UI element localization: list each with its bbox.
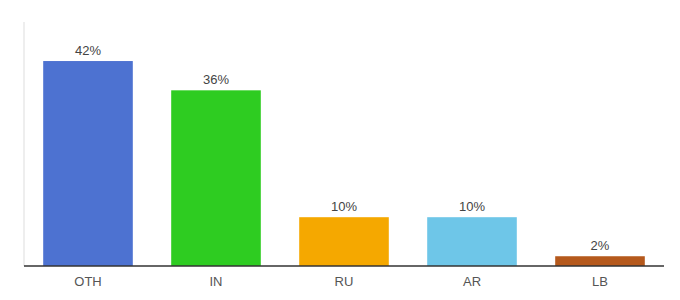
x-tick-label: LB: [592, 274, 608, 289]
y-range-line: [24, 22, 25, 266]
plot-area: OTH IN RU AR LB 42% 36% 10% 10% 2%: [24, 22, 664, 289]
data-label: 10%: [459, 199, 485, 214]
data-label: 42%: [75, 43, 101, 58]
bar: [171, 90, 261, 266]
data-labels: 42% 36% 10% 10% 2%: [75, 43, 610, 253]
data-label: 2%: [591, 238, 610, 253]
chart: OTH IN RU AR LB 42% 36% 10% 10% 2%: [0, 0, 680, 300]
bar: [43, 61, 133, 266]
x-tick-label: AR: [463, 274, 481, 289]
x-tick-label: IN: [210, 274, 223, 289]
x-axis-line: [24, 265, 664, 267]
page: {"chart_data": {"type": "bar", "categori…: [0, 0, 680, 300]
data-label: 36%: [203, 72, 229, 87]
bar: [427, 217, 517, 266]
x-tick-label: RU: [335, 274, 354, 289]
chart-container: OTH IN RU AR LB 42% 36% 10% 10% 2%: [0, 0, 680, 300]
bars: [43, 61, 645, 266]
x-tick-labels: OTH IN RU AR LB: [74, 274, 608, 289]
data-label: 10%: [331, 199, 357, 214]
bar: [299, 217, 389, 266]
x-tick-label: OTH: [74, 274, 101, 289]
bar: [555, 256, 645, 266]
